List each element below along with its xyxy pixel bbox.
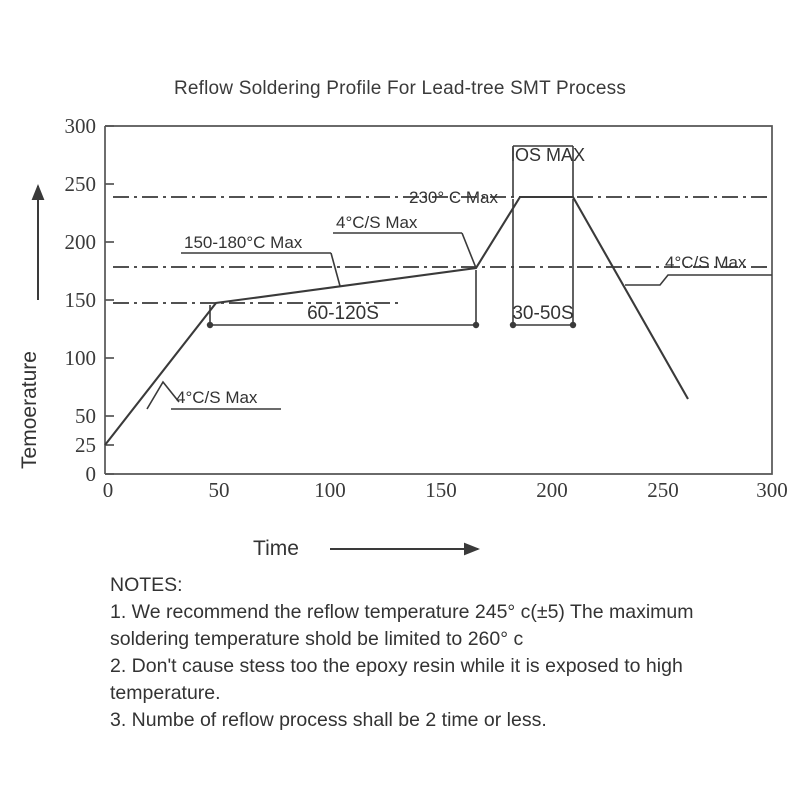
y-axis-ticks (105, 125, 114, 475)
y-tick-250: 250 (65, 172, 97, 196)
x-tick-150: 150 (425, 478, 457, 502)
x-tick-200: 200 (536, 478, 568, 502)
temperature-profile-curve (104, 195, 689, 446)
dimension-soak-time-label: 60-120S (307, 303, 379, 324)
x-tick-250: 250 (647, 478, 679, 502)
y-tick-100: 100 (65, 346, 97, 370)
annotation-ramp-up-rate (146, 380, 281, 410)
y-axis-labels: 300 250 200 150 100 50 25 0 (65, 114, 97, 486)
notes-block: NOTES: 1. We recommend the reflow temper… (110, 572, 750, 734)
note-item-2: 2. Don't cause stess too the epoxy resin… (110, 655, 683, 704)
x-axis-labels: 0 50 100 150 200 250 300 (103, 478, 788, 502)
annotation-soak-band-label: 150-180°C Max (184, 233, 303, 252)
y-tick-200: 200 (65, 230, 97, 254)
annotation-peak-limit-label: 230° C Max (409, 188, 499, 207)
annotation-soak-rate-label: 4°C/S Max (336, 213, 418, 232)
annotation-cool-rate-label: 4°C/S Max (665, 253, 747, 272)
dimension-reflow-time-label: 30-50S (512, 303, 573, 324)
dimension-reflow-time (509, 199, 577, 329)
x-tick-0: 0 (103, 478, 114, 502)
y-tick-0: 0 (86, 462, 97, 486)
plot-frame (104, 125, 773, 475)
annotation-peak-dwell-extensions (512, 145, 574, 197)
annotation-peak-dwell-label: lOS MAX (511, 145, 585, 165)
x-axis-title: Time (253, 537, 299, 560)
y-tick-25: 25 (75, 433, 96, 457)
note-item-3: 3. Numbe of reflow process shall be 2 ti… (110, 709, 547, 731)
chart-title: Reflow Soldering Profile For Lead-tree S… (173, 78, 627, 99)
annotation-soak-rate-leader (333, 232, 477, 269)
reference-lines (113, 196, 770, 304)
note-item-1: 1. We recommend the reflow temperature 2… (110, 601, 694, 650)
y-tick-150: 150 (65, 288, 97, 312)
annotation-cool-rate-leader (625, 274, 772, 286)
x-tick-50: 50 (209, 478, 230, 502)
y-tick-300: 300 (65, 114, 97, 138)
y-tick-50: 50 (75, 404, 96, 428)
annotation-soak-band-leader (181, 252, 341, 287)
y-axis-title: Temoerature (18, 351, 41, 469)
x-tick-300: 300 (756, 478, 788, 502)
dimension-soak-time (206, 270, 480, 329)
x-tick-100: 100 (314, 478, 346, 502)
annotation-ramp-up-rate-label: 4°C/S Max (176, 388, 258, 407)
notes-heading: NOTES: (110, 574, 183, 596)
